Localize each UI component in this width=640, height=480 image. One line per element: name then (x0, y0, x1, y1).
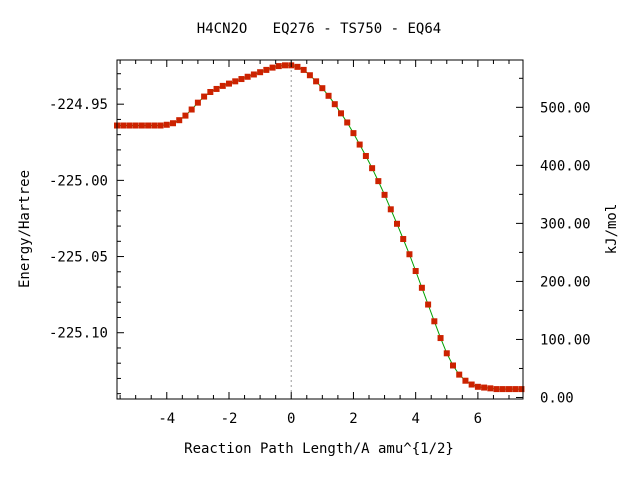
data-point (194, 99, 201, 106)
data-point (443, 350, 450, 357)
data-point (387, 206, 394, 213)
data-point (518, 386, 525, 393)
data-point (170, 120, 176, 127)
data-point (344, 119, 351, 126)
data-point (493, 386, 500, 393)
data-point (400, 236, 407, 243)
y2-tick-label: 500.00 (540, 100, 591, 116)
data-point (512, 386, 519, 393)
data-point (394, 220, 400, 227)
data-point (232, 78, 239, 85)
y-axis-right: 0.00 100.00 200.00 300.00 400.00 500.00 (516, 77, 591, 406)
data-point (201, 93, 208, 100)
y-tick-label: -225.10 (49, 326, 108, 342)
data-point (362, 152, 369, 159)
x-tick-label: 4 (411, 411, 419, 427)
y2-tick-label: 400.00 (540, 158, 591, 174)
data-point (412, 268, 419, 275)
y2-tick-label: 100.00 (540, 332, 591, 348)
data-point (213, 85, 220, 92)
data-point (462, 377, 469, 384)
y2-axis-label: kJ/mol (604, 204, 620, 255)
data-point (126, 122, 133, 129)
data-point (487, 385, 494, 392)
data-point (182, 112, 189, 119)
data-point (282, 62, 288, 69)
data-point (325, 92, 332, 99)
data-point (294, 63, 301, 70)
y-tick-label: -225.05 (49, 250, 108, 266)
data-point (425, 301, 432, 308)
y-tick-label: -224.95 (49, 97, 108, 113)
y-axis-left: -224.95 -225.00 -225.05 -225.10 (49, 73, 124, 395)
data-point (244, 73, 251, 80)
data-point (145, 122, 152, 129)
data-point (263, 66, 270, 73)
y2-tick-label: 0.00 (540, 390, 574, 406)
x-tick-label: 6 (474, 411, 482, 427)
data-point (207, 88, 214, 95)
data-point (238, 76, 245, 83)
data-point (474, 383, 481, 390)
data-point (418, 284, 425, 291)
data-point (120, 122, 127, 129)
y-tick-label: -225.00 (49, 173, 108, 189)
data-point (319, 85, 326, 92)
energy-points (114, 62, 525, 393)
data-point (431, 318, 438, 325)
x-axis: -4 -2 0 2 4 6 (119, 60, 510, 427)
data-point (306, 72, 313, 79)
chart-title: H4CN2O EQ276 - TS750 - EQ64 (197, 21, 441, 37)
data-point (188, 106, 195, 113)
data-point (313, 78, 320, 85)
data-point (350, 130, 357, 137)
data-point (275, 63, 282, 70)
y2-tick-label: 300.00 (540, 216, 591, 232)
data-point (456, 371, 463, 378)
data-point (499, 386, 506, 393)
plot-area (117, 60, 523, 399)
data-point (132, 122, 139, 129)
data-point (257, 69, 264, 76)
data-point (138, 122, 145, 129)
data-point (468, 381, 475, 388)
x-tick-label: -4 (158, 411, 175, 427)
plot-frame (116, 59, 524, 400)
y2-tick-label: 200.00 (540, 274, 591, 290)
x-tick-label: -2 (221, 411, 238, 427)
data-point (369, 165, 376, 172)
plot-background (117, 60, 523, 399)
data-point (219, 82, 226, 89)
data-point (437, 335, 444, 342)
data-point (331, 101, 338, 108)
data-point (450, 362, 456, 369)
data-point (176, 117, 183, 124)
data-point (381, 191, 388, 198)
data-point (481, 384, 488, 391)
data-point (250, 71, 257, 78)
x-tick-label: 2 (349, 411, 357, 427)
x-tick-label: 0 (287, 411, 295, 427)
plot-border (116, 59, 524, 400)
data-point (226, 80, 232, 87)
x-axis-label: Reaction Path Length/A amu^{1/2} (184, 441, 454, 457)
data-point (338, 110, 344, 117)
data-point (406, 251, 413, 258)
data-point (163, 121, 170, 128)
data-point (506, 386, 512, 393)
data-point (375, 178, 382, 185)
data-point (269, 64, 276, 71)
y-axis-label: Energy/Hartree (17, 170, 33, 288)
data-point (300, 66, 307, 73)
data-point (356, 141, 363, 148)
data-point (151, 122, 158, 129)
data-point (157, 122, 164, 129)
